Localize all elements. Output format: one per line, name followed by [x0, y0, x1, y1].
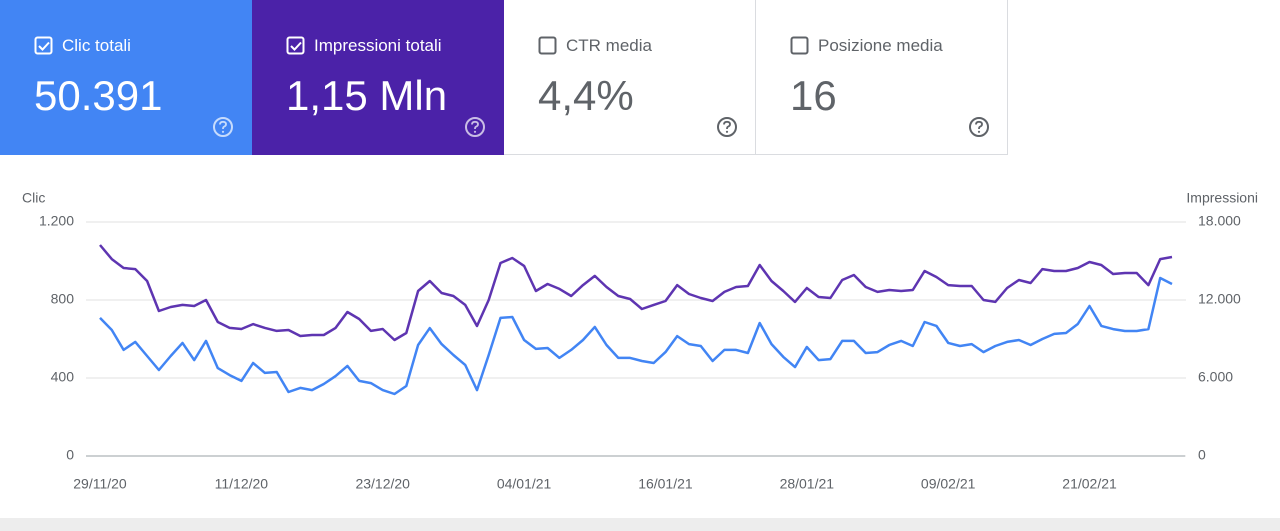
card-value: 4,4% [538, 72, 634, 119]
checkbox[interactable] [34, 36, 54, 56]
y-tick-label: 1.200 [39, 213, 74, 229]
y-tick-label: 800 [51, 291, 75, 307]
card-value: 16 [790, 72, 837, 119]
y2-tick-label: 12.000 [1198, 291, 1241, 307]
help-icon[interactable] [464, 116, 486, 138]
card-label: Impressioni totali [314, 36, 442, 55]
checkbox[interactable] [538, 36, 558, 56]
card-label: CTR media [566, 36, 652, 55]
x-tick-label: 04/01/21 [497, 476, 552, 492]
y2-tick-label: 6.000 [1198, 369, 1233, 385]
x-tick-label: 16/01/21 [638, 476, 693, 492]
help-icon[interactable] [716, 116, 738, 138]
card-value: 1,15 Mln [286, 72, 448, 119]
checkbox[interactable] [286, 36, 306, 56]
x-tick-label: 28/01/21 [780, 476, 835, 492]
footer-strip [0, 518, 1280, 531]
x-tick-label: 29/11/20 [73, 476, 127, 492]
y2-tick-label: 0 [1198, 447, 1206, 463]
y-tick-label: 0 [66, 447, 74, 463]
metric-card[interactable]: Clic totali 50.391 [0, 0, 252, 155]
y2-tick-label: 18.000 [1198, 213, 1241, 229]
y-axis-title: Clic [22, 190, 45, 206]
x-tick-label: 23/12/20 [355, 476, 410, 492]
metric-card[interactable]: Impressioni totali 1,15 Mln [252, 0, 504, 155]
card-label: Clic totali [62, 36, 131, 55]
help-icon[interactable] [212, 116, 234, 138]
series-line [99, 244, 1173, 342]
metric-cards: Clic totali 50.391 Impressioni totali 1,… [0, 0, 1008, 156]
series-line [99, 276, 1173, 396]
x-tick-label: 11/12/20 [215, 476, 269, 492]
metric-card[interactable]: CTR media 4,4% [504, 0, 756, 155]
metric-card[interactable]: Posizione media 16 [756, 0, 1008, 155]
y2-axis-title: Impressioni [1186, 190, 1258, 206]
card-label: Posizione media [818, 36, 943, 55]
checkbox[interactable] [790, 36, 810, 56]
x-tick-label: 21/02/21 [1062, 476, 1117, 492]
help-icon[interactable] [968, 116, 990, 138]
y-tick-label: 400 [51, 369, 75, 385]
card-value: 50.391 [34, 72, 163, 119]
chart: Clic Impressioni 0 400 800 1.200 0 6.000 12.00… [22, 190, 1258, 492]
x-tick-label: 09/02/21 [921, 476, 976, 492]
